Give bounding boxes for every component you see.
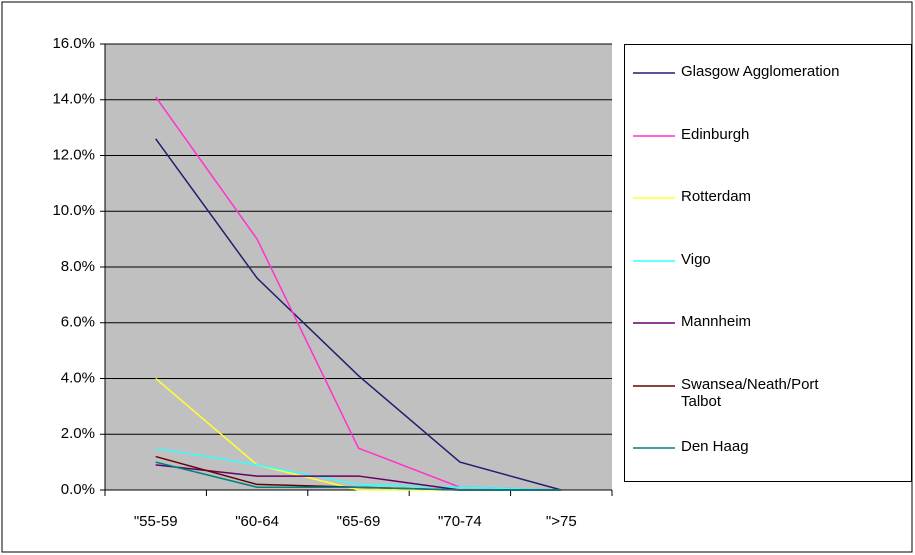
legend-label: Mannheim (681, 313, 752, 330)
x-tick-label: "65-69 (337, 513, 381, 530)
legend-entry: Rotterdam (633, 188, 841, 205)
legend-swatch (633, 259, 675, 262)
series-line (155, 447, 562, 491)
legend-entry: Glasgow Agglomeration (633, 63, 841, 80)
legend-label: Swansea/Neath/Port Talbot (681, 375, 819, 410)
legend-label: Den Haag (681, 438, 749, 455)
legend-entry: Vigo (633, 251, 841, 268)
legend-label: Vigo (681, 250, 711, 268)
legend-label: Edinburgh (681, 125, 750, 143)
y-tick-label: 12.0% (52, 146, 95, 163)
legend-entry: Mannheim (633, 313, 841, 330)
legend-entry: Swansea/Neath/Port Talbot (633, 376, 841, 410)
legend-swatch (633, 447, 675, 449)
legend-entry: Edinburgh (633, 126, 841, 143)
x-tick-label: "70-74 (438, 513, 482, 530)
legend-swatch (633, 322, 675, 324)
legend-entry: Den Haag (633, 438, 841, 455)
legend-label: Glasgow Agglomeration (681, 63, 840, 80)
legend-swatch (633, 134, 675, 137)
legend-label: Rotterdam (681, 188, 752, 205)
legend: Glasgow Agglomeration Edinburgh Rotterdam V… (624, 44, 912, 482)
legend-swatch (633, 384, 675, 387)
legend-swatch (633, 197, 675, 199)
legend-swatch (633, 72, 675, 74)
y-tick-label: 0.0% (61, 481, 95, 498)
x-tick-label: ">75 (546, 513, 577, 530)
series-line (155, 138, 562, 491)
series-line (155, 461, 562, 491)
y-tick-label: 14.0% (52, 91, 95, 108)
y-tick-label: 4.0% (61, 369, 95, 386)
y-tick-label: 16.0% (52, 35, 95, 52)
x-tick-label: "55-59 (134, 513, 178, 530)
y-tick-label: 10.0% (52, 202, 95, 219)
y-tick-label: 8.0% (61, 258, 95, 275)
y-tick-label: 2.0% (61, 425, 95, 442)
y-tick-label: 6.0% (61, 314, 95, 331)
x-tick-label: "60-64 (235, 513, 279, 530)
